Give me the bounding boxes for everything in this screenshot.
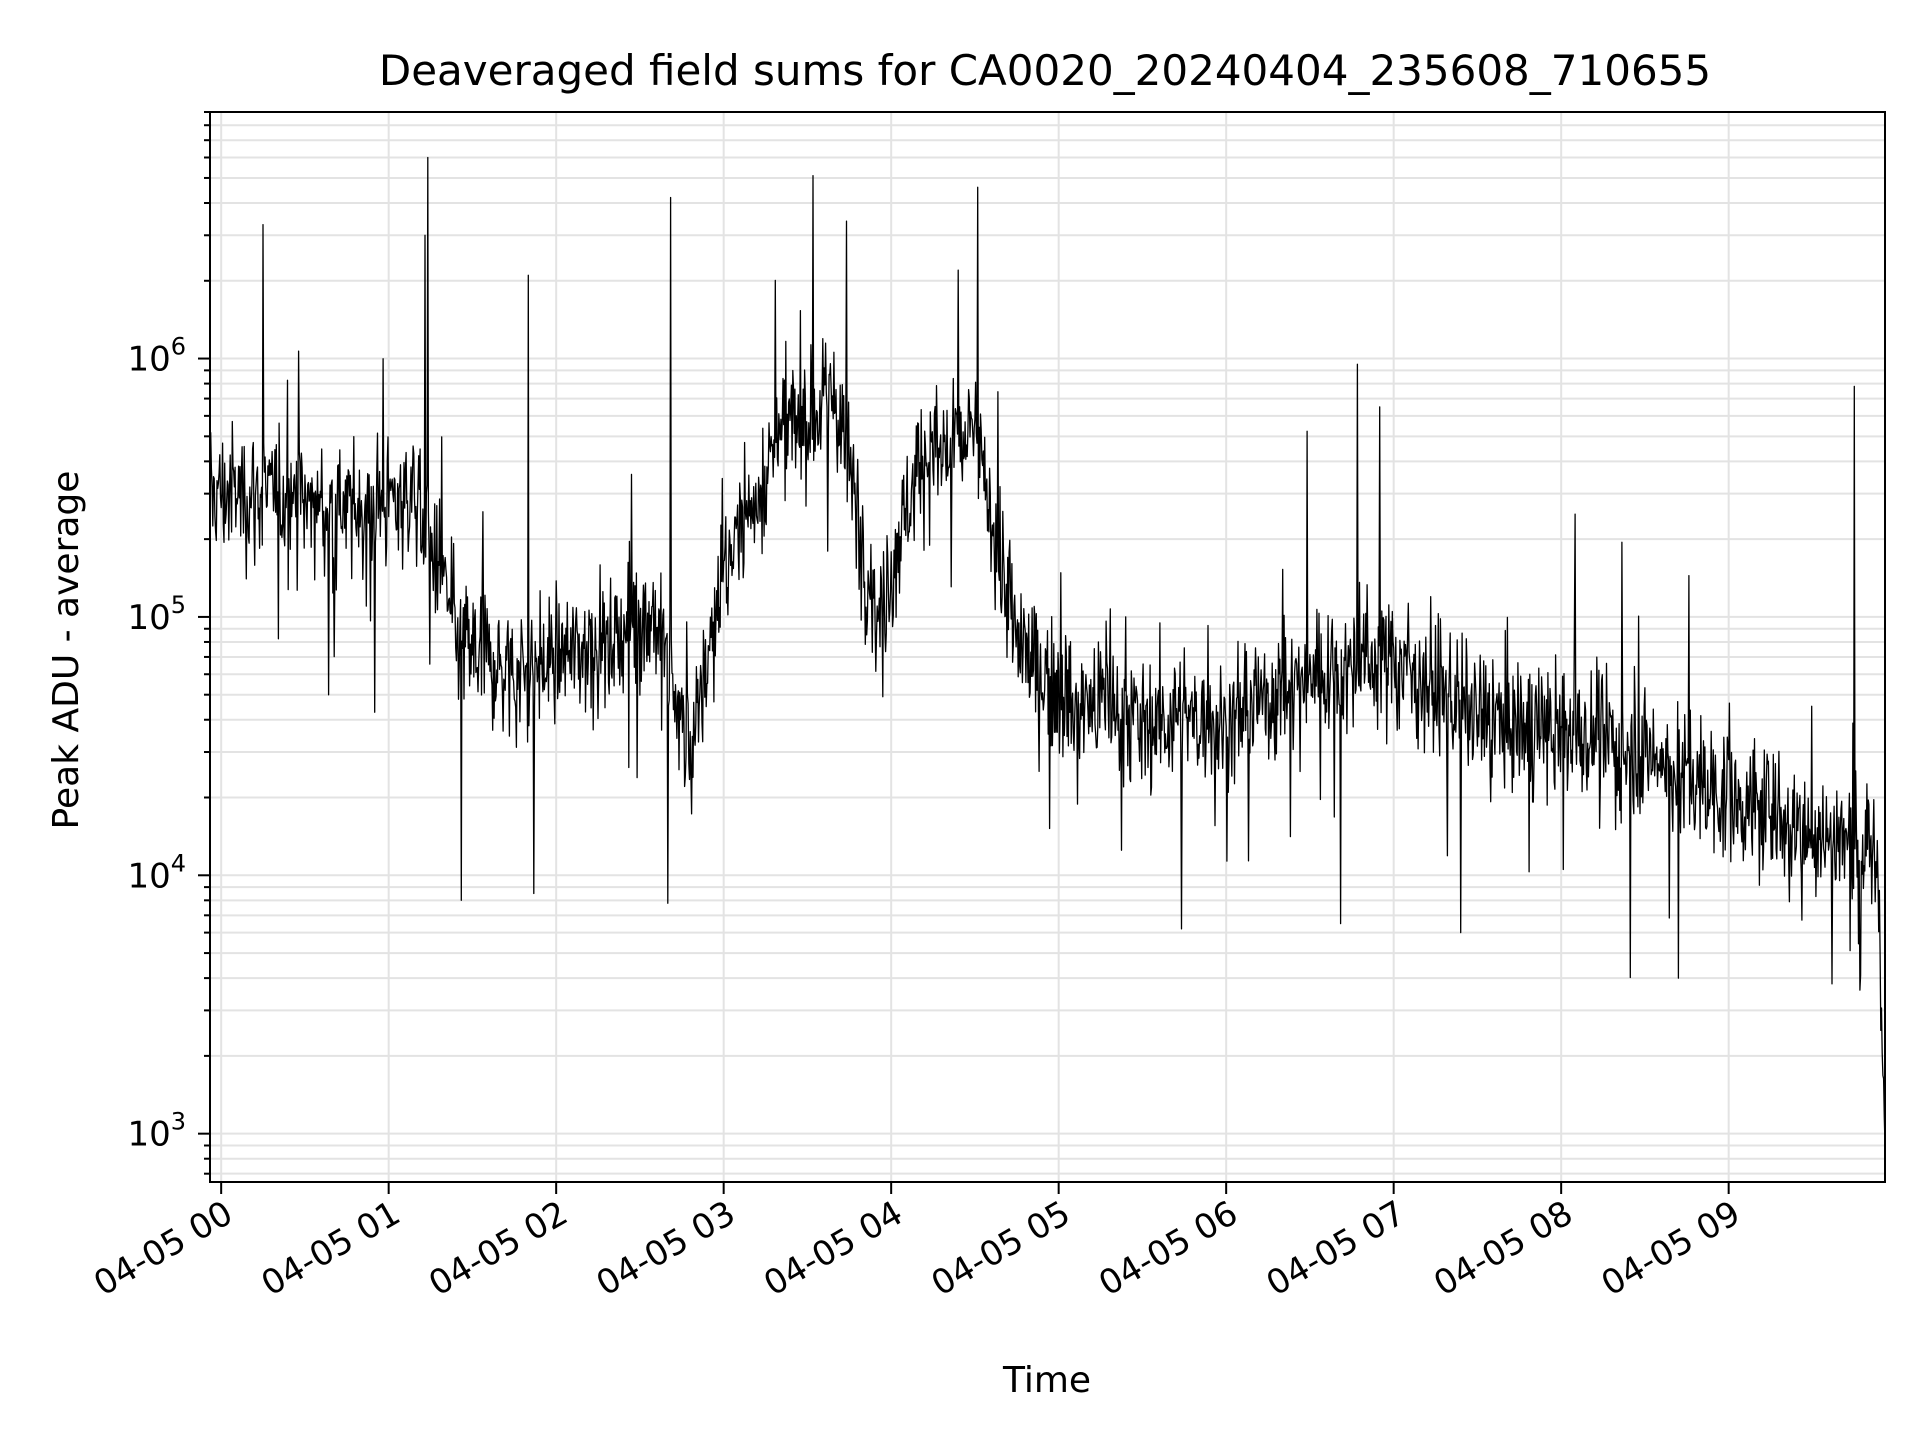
series-line bbox=[209, 156, 1886, 1146]
axes-frame bbox=[209, 111, 1886, 1183]
y-axis-ticks: 103 104 105 106 bbox=[127, 111, 210, 1175]
chart-title: Deaveraged field sums for CA0020_2024040… bbox=[379, 46, 1711, 95]
y-axis-label: Peak ADU - average bbox=[46, 471, 87, 830]
y-tick-label: 103 bbox=[127, 1108, 186, 1155]
y-tick-label: 105 bbox=[127, 591, 186, 638]
series-layer bbox=[209, 156, 1886, 1146]
y-tick-label: 106 bbox=[127, 333, 186, 380]
y-tick-label: 104 bbox=[127, 849, 186, 896]
x-axis-label: Time bbox=[1002, 1360, 1091, 1401]
grid bbox=[210, 111, 1885, 1182]
